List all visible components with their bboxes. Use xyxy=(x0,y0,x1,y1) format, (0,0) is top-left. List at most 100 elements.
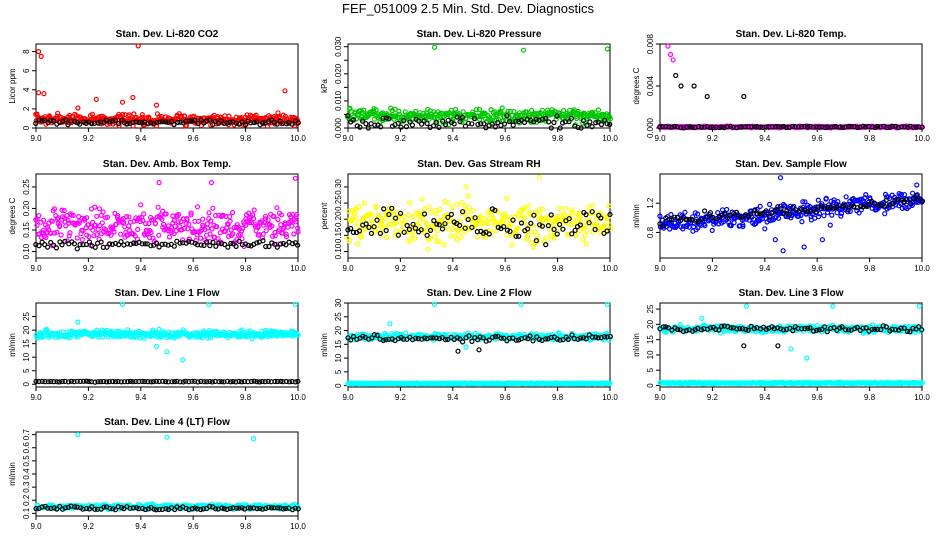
data-point xyxy=(428,209,435,215)
data-point xyxy=(825,209,831,216)
data-point xyxy=(156,180,162,186)
panel-line2-flow-xtick-label: 9.2 xyxy=(395,393,407,402)
data-point xyxy=(36,212,42,219)
data-point xyxy=(883,197,889,203)
data-point xyxy=(115,120,122,127)
data-point xyxy=(548,125,554,131)
data-point xyxy=(754,123,760,130)
data-point xyxy=(199,335,205,341)
panel-li820-pressure-title: Stan. Dev. Li-820 Pressure xyxy=(417,29,542,40)
data-point xyxy=(673,72,679,79)
data-point xyxy=(187,118,193,124)
data-point xyxy=(525,226,531,232)
data-point xyxy=(163,119,169,125)
data-point xyxy=(492,207,498,214)
data-point xyxy=(36,117,42,123)
data-point xyxy=(657,124,663,130)
data-point xyxy=(587,119,593,125)
data-point xyxy=(239,379,245,385)
data-point xyxy=(33,120,39,127)
data-point xyxy=(701,124,707,130)
data-point xyxy=(401,117,407,124)
data-point xyxy=(213,212,219,219)
data-point xyxy=(262,378,268,385)
data-point xyxy=(355,241,361,247)
data-point xyxy=(274,244,280,250)
data-point xyxy=(363,120,369,127)
data-point xyxy=(674,326,681,333)
data-point xyxy=(548,334,554,341)
data-point xyxy=(483,125,489,131)
data-point xyxy=(71,378,77,385)
data-point xyxy=(684,124,690,130)
data-point xyxy=(169,118,175,125)
data-point xyxy=(480,230,487,236)
data-point xyxy=(427,235,433,242)
data-point xyxy=(704,214,710,220)
data-point xyxy=(260,231,266,237)
data-point xyxy=(489,121,495,127)
data-point xyxy=(377,230,384,237)
data-point xyxy=(445,336,451,343)
data-point xyxy=(580,117,587,124)
data-point xyxy=(682,209,688,215)
data-point xyxy=(278,212,285,218)
data-point xyxy=(213,243,219,249)
data-point xyxy=(59,378,65,385)
data-point xyxy=(219,379,225,385)
data-point xyxy=(869,124,875,130)
data-point xyxy=(474,218,480,225)
data-point xyxy=(412,235,418,241)
data-point xyxy=(262,216,269,222)
data-point xyxy=(683,327,690,334)
data-point xyxy=(767,201,773,208)
data-point xyxy=(148,243,154,249)
data-point xyxy=(910,124,916,130)
data-point xyxy=(427,227,434,234)
data-point xyxy=(450,226,456,233)
data-point xyxy=(901,199,907,206)
data-point xyxy=(40,217,47,223)
data-point xyxy=(153,220,159,227)
data-point xyxy=(495,119,501,126)
data-point xyxy=(892,326,899,333)
data-point xyxy=(772,124,778,130)
data-point xyxy=(581,110,587,116)
data-point xyxy=(63,223,69,229)
data-point xyxy=(420,216,426,222)
data-point xyxy=(529,239,535,246)
data-point xyxy=(124,241,131,247)
data-point xyxy=(740,223,746,230)
data-point xyxy=(858,204,864,210)
data-point xyxy=(810,328,817,334)
data-point xyxy=(515,225,521,231)
panel-line2-flow-xtick-label: 9.8 xyxy=(552,393,564,402)
data-point xyxy=(745,327,751,333)
panel-amb-box-temp-xtick-label: 10.0 xyxy=(290,264,306,273)
data-point xyxy=(35,49,42,55)
data-point xyxy=(462,203,468,209)
data-point xyxy=(186,378,192,385)
data-point xyxy=(47,117,54,124)
data-point xyxy=(569,231,575,237)
data-point xyxy=(290,240,296,247)
data-point xyxy=(80,378,87,384)
data-point xyxy=(436,335,443,342)
data-point xyxy=(473,106,480,113)
panel-gas-stream-rh: Stan. Dev. Gas Stream RH9.0 9.2 9.4 9.6 9.8 1… xyxy=(320,159,618,273)
data-point xyxy=(737,214,743,220)
data-point xyxy=(869,326,875,333)
data-point xyxy=(130,240,137,246)
data-point xyxy=(166,234,173,240)
panel-li820-temp: Stan. Dev. Li-820 Temp.9.0 9.2 9.4 9.6 9.8 10… xyxy=(632,29,930,143)
panel-li820-co2-xtick-label: 9.4 xyxy=(135,134,147,143)
data-point xyxy=(274,205,280,211)
data-point xyxy=(347,105,353,112)
data-point xyxy=(245,242,252,249)
data-point xyxy=(537,211,543,218)
data-point xyxy=(274,378,281,385)
data-point xyxy=(239,235,245,242)
data-point xyxy=(715,209,721,216)
